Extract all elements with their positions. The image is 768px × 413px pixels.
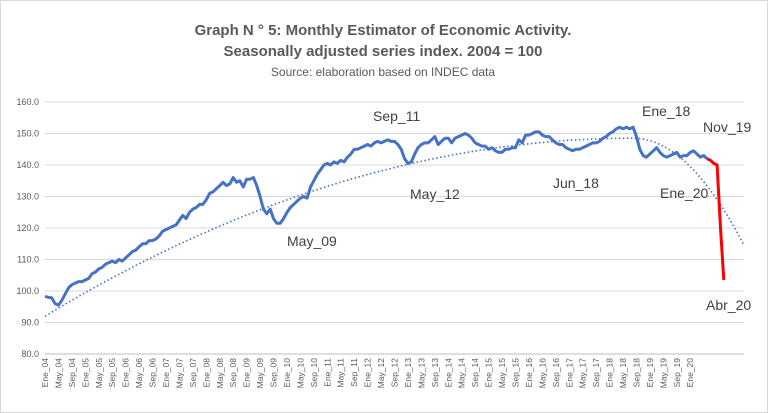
x-tick-label: Ene_12	[363, 358, 373, 388]
x-tick-label: Sep_08	[228, 358, 238, 388]
x-tick-label: Ene_05	[80, 358, 90, 388]
x-tick-label: Sep_17	[591, 358, 601, 388]
x-tick-label: Ene_18	[605, 358, 615, 388]
x-tick-label: Sep_07	[188, 358, 198, 388]
x-tick-label: Ene_20	[685, 358, 695, 388]
x-tick-label: May_16	[537, 358, 547, 389]
annotation-label: Ene_20	[660, 185, 708, 201]
x-tick-label: Sep_13	[430, 358, 440, 388]
annotation-label: Jun_18	[553, 175, 599, 191]
x-tick-label: Sep_05	[107, 358, 117, 388]
x-tick-label: May_18	[618, 358, 628, 389]
x-tick-label: May_08	[215, 358, 225, 389]
x-tick-label: May_05	[94, 358, 104, 389]
y-tick-label: 80.0	[21, 349, 39, 359]
x-tick-label: May_15	[497, 358, 507, 389]
annotation-label: May_09	[287, 233, 337, 249]
x-tick-label: Ene_10	[282, 358, 292, 388]
x-tick-label: Ene_15	[484, 358, 494, 388]
y-tick-label: 150.0	[16, 129, 39, 139]
x-tick-label: Ene_16	[524, 358, 534, 388]
x-tick-label: Sep_10	[309, 358, 319, 388]
x-tick-label: May_09	[255, 358, 265, 389]
x-tick-label: May_06	[134, 358, 144, 389]
x-tick-label: May_04	[53, 358, 63, 389]
y-tick-label: 140.0	[16, 160, 39, 170]
series-line-recent	[706, 157, 726, 281]
x-tick-label: Sep_09	[269, 358, 279, 388]
annotation-label: Nov_19	[703, 119, 751, 135]
x-tick-label: Ene_07	[161, 358, 171, 388]
chart-source: Source: elaboration based on INDEC data	[270, 65, 496, 79]
y-tick-label: 110.0	[17, 255, 39, 265]
x-tick-label: Ene_17	[564, 358, 574, 388]
x-tick-label: Ene_08	[201, 358, 211, 388]
x-tick-label: Ene_13	[403, 358, 413, 388]
x-tick-label: Sep_12	[390, 358, 400, 388]
y-tick-label: 160.0	[16, 97, 39, 107]
x-tick-label: Ene_06	[121, 358, 131, 388]
chart-subtitle: Seasonally adjusted series index. 2004 =…	[223, 43, 543, 60]
x-tick-label: May_12	[376, 358, 386, 389]
x-tick-label: Sep_16	[551, 358, 561, 388]
x-tick-label: May_13	[416, 358, 426, 389]
x-tick-label: Ene_04	[40, 358, 50, 388]
x-tick-label: Ene_11	[322, 358, 332, 387]
x-tick-label: Sep_06	[148, 358, 158, 388]
series-line-emae	[44, 125, 709, 307]
y-tick-label: 100.0	[16, 286, 39, 296]
y-tick-label: 130.0	[16, 192, 39, 202]
x-tick-label: Sep_19	[672, 358, 682, 388]
x-tick-label: May_10	[295, 358, 305, 389]
x-tick-label: Ene_14	[443, 358, 453, 388]
x-tick-label: Sep_15	[510, 358, 520, 388]
x-tick-label: May_07	[174, 358, 184, 389]
x-tick-label: May_19	[658, 358, 668, 389]
annotation-label: May_12	[410, 186, 460, 202]
x-tick-label: Sep_04	[67, 358, 77, 388]
x-tick-label: Sep_18	[631, 358, 641, 388]
x-tick-label: May_14	[457, 358, 467, 389]
y-tick-label: 120.0	[16, 223, 39, 233]
annotation-label: Ene_18	[642, 103, 690, 119]
x-tick-label: May_17	[578, 358, 588, 389]
chart-title: Graph N ° 5: Monthly Estimator of Econom…	[194, 22, 572, 39]
annotation-label: Abr_20	[706, 297, 751, 313]
trend-line	[44, 137, 745, 317]
annotation-label: Sep_11	[373, 108, 420, 124]
y-tick-label: 90.0	[21, 318, 39, 328]
x-tick-label: Sep_14	[470, 358, 480, 388]
x-tick-label: May_11	[336, 358, 346, 388]
x-tick-label: Ene_09	[242, 358, 252, 388]
x-tick-label: Ene_19	[645, 358, 655, 388]
x-tick-label: Sep_11	[349, 358, 359, 387]
